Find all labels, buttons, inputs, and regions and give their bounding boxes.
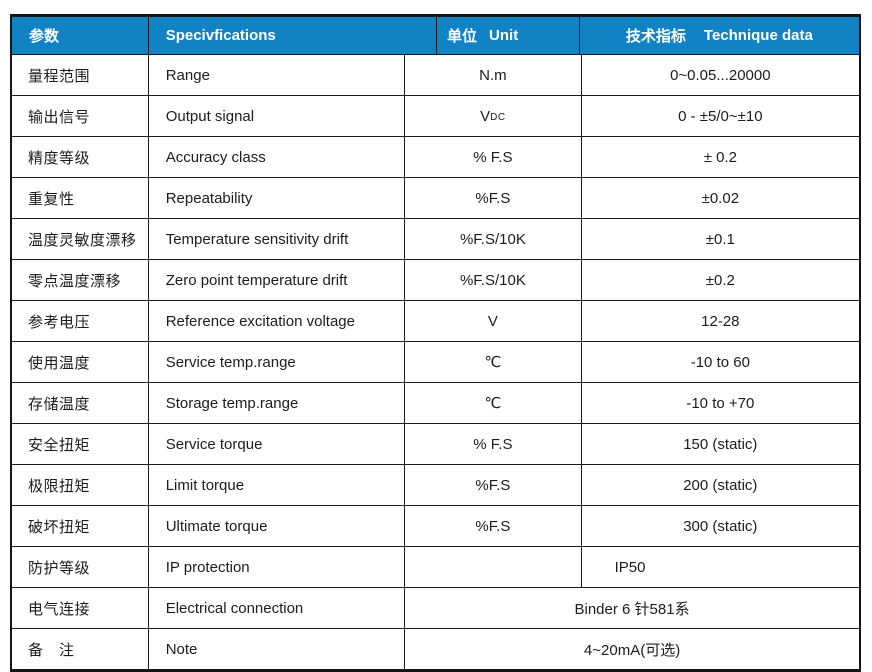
unit-cell: %F.S/10K xyxy=(404,219,581,259)
spec-en-cell: Service temp.range xyxy=(147,342,404,382)
unit-cell: %F.S xyxy=(404,178,581,218)
spec-en-cell: Range xyxy=(147,55,404,95)
unit-cell: % F.S xyxy=(404,137,581,177)
header-label-specifications-en: Specivfications xyxy=(165,27,276,44)
param-zh-cell: 极限扭矩 xyxy=(28,477,91,495)
spec-en-cell: Reference excitation voltage xyxy=(147,301,404,341)
param-zh-cell: 防护等级 xyxy=(28,559,91,577)
unit-cell: % F.S xyxy=(404,424,581,464)
merged-value-cell: 4~20mA(可选) xyxy=(404,629,859,669)
value-cell: -10 to +70 xyxy=(580,383,859,423)
param-zh-cell: 温度灵敏度漂移 xyxy=(28,231,137,249)
spec-en-cell: Service torque xyxy=(147,424,404,464)
spec-en-cell: Note xyxy=(147,629,404,669)
value-cell: ±0.02 xyxy=(580,178,859,218)
table-row-ultimate-torque: 破坏扭矩 Ultimate torque %F.S 300 (static) xyxy=(12,505,859,546)
table-row-temperature-sensitivity-drift: 温度灵敏度漂移 Temperature sensitivity drift %F… xyxy=(12,218,859,259)
merged-value-cell: Binder 6 针581系 xyxy=(404,588,859,628)
header-label-parameters-zh: 参数 xyxy=(29,28,60,45)
value-cell: 0 - ±5/0~±10 xyxy=(580,96,859,136)
value-cell: 12-28 xyxy=(580,301,859,341)
param-zh-cell: 零点温度漂移 xyxy=(28,272,122,290)
value-cell: ±0.2 xyxy=(580,260,859,300)
value-cell: 0~0.05...20000 xyxy=(580,55,859,95)
unit-cell: %F.S xyxy=(404,465,581,505)
spec-en-cell: IP protection xyxy=(147,547,404,587)
unit-cell-empty xyxy=(404,547,581,587)
value-cell: 300 (static) xyxy=(580,506,859,546)
table-row-storage-temp-range: 存储温度 Storage temp.range ℃ -10 to +70 xyxy=(12,382,859,423)
table-header-row: 参数 Specivfications 单位 Unit 技术指标 Techniqu… xyxy=(12,17,859,54)
table-row-output-signal: 输出信号 Output signal V DC 0 - ±5/0~±10 xyxy=(12,95,859,136)
spec-en-cell: Electrical connection xyxy=(147,588,404,628)
value-cell: IP50 xyxy=(580,547,859,587)
param-zh-cell: 备 注 xyxy=(28,641,75,659)
unit-cell: ℃ xyxy=(404,342,581,382)
param-zh-cell: 参考电压 xyxy=(28,313,91,331)
value-cell: ± 0.2 xyxy=(580,137,859,177)
header-label-unit-zh: 单位 xyxy=(447,28,478,45)
unit-cell: V xyxy=(404,301,581,341)
header-cell-parameters: 参数 xyxy=(12,17,148,54)
header-label-technique-en: Technique data xyxy=(703,27,813,44)
unit-main: V xyxy=(480,107,491,125)
table-row-reference-excitation-voltage: 参考电压 Reference excitation voltage V 12-2… xyxy=(12,300,859,341)
table-row-limit-torque: 极限扭矩 Limit torque %F.S 200 (static) xyxy=(12,464,859,505)
table-row-zero-point-temperature-drift: 零点温度漂移 Zero point temperature drift %F.S… xyxy=(12,259,859,300)
header-label-unit-en: Unit xyxy=(489,27,519,44)
spec-en-cell: Zero point temperature drift xyxy=(147,260,404,300)
spec-en-cell: Output signal xyxy=(147,96,404,136)
param-zh-cell: 量程范围 xyxy=(28,67,91,85)
param-zh-cell: 安全扭矩 xyxy=(28,436,91,454)
spec-en-cell: Storage temp.range xyxy=(147,383,404,423)
unit-subscript: DC xyxy=(490,112,506,123)
spec-en-cell: Repeatability xyxy=(147,178,404,218)
param-zh-cell: 使用温度 xyxy=(28,354,91,372)
unit-cell: N.m xyxy=(404,55,581,95)
table-row-repeatability: 重复性 Repeatability %F.S ±0.02 xyxy=(12,177,859,218)
header-label-technique-zh: 技术指标 xyxy=(625,28,686,45)
header-cell-technique-data: 技术指标 Technique data xyxy=(578,17,859,54)
unit-cell: ℃ xyxy=(404,383,581,423)
header-cell-unit: 单位 Unit xyxy=(436,17,579,54)
value-cell: 150 (static) xyxy=(580,424,859,464)
param-zh-cell: 存储温度 xyxy=(28,395,91,413)
table-row-electrical-connection: 电气连接 Electrical connection Binder 6 针581… xyxy=(12,587,859,628)
table-row-accuracy-class: 精度等级 Accuracy class % F.S ± 0.2 xyxy=(12,136,859,177)
header-cell-specifications: Specivfications xyxy=(147,17,436,54)
value-cell: -10 to 60 xyxy=(580,342,859,382)
param-zh-cell: 电气连接 xyxy=(28,600,91,618)
spec-en-cell: Accuracy class xyxy=(147,137,404,177)
spec-en-cell: Limit torque xyxy=(147,465,404,505)
param-zh-cell: 破坏扭矩 xyxy=(28,518,91,536)
unit-cell: V DC xyxy=(404,96,581,136)
table-row-service-temp-range: 使用温度 Service temp.range ℃ -10 to 60 xyxy=(12,341,859,382)
table-row-service-torque: 安全扭矩 Service torque % F.S 150 (static) xyxy=(12,423,859,464)
table-row-range: 量程范围 Range N.m 0~0.05...20000 xyxy=(12,54,859,95)
spec-en-cell: Temperature sensitivity drift xyxy=(147,219,404,259)
unit-cell: %F.S xyxy=(404,506,581,546)
param-zh-cell: 输出信号 xyxy=(28,108,91,126)
specification-table: 参数 Specivfications 单位 Unit 技术指标 Techniqu… xyxy=(10,14,861,672)
param-zh-cell: 精度等级 xyxy=(28,149,91,167)
spec-en-cell: Ultimate torque xyxy=(147,506,404,546)
table-row-note: 备 注 Note 4~20mA(可选) xyxy=(12,628,859,669)
table-row-ip-protection: 防护等级 IP protection IP50 xyxy=(12,546,859,587)
value-cell: 200 (static) xyxy=(580,465,859,505)
param-zh-cell: 重复性 xyxy=(28,190,75,208)
value-cell: ±0.1 xyxy=(580,219,859,259)
unit-cell: %F.S/10K xyxy=(404,260,581,300)
